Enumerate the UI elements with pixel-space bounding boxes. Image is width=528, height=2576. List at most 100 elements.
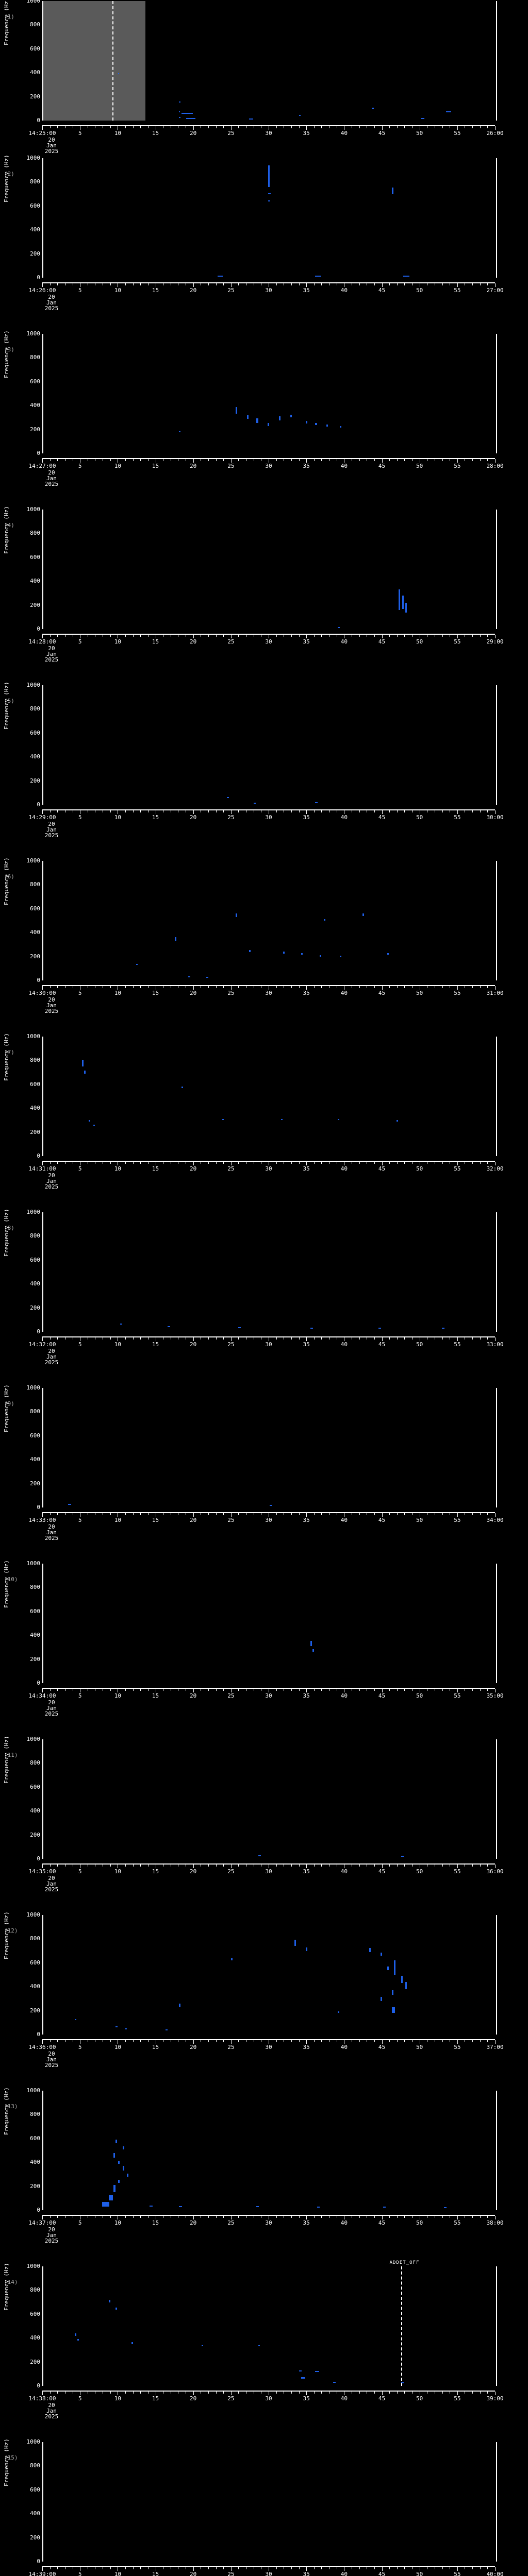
x-tick-label: 35	[303, 814, 310, 821]
x-tick	[125, 2040, 126, 2042]
x-tick	[397, 1513, 398, 1515]
y-tick-label: 800	[30, 1408, 40, 1415]
y-tick	[42, 2356, 43, 2357]
x-tick	[238, 2392, 239, 2394]
y-tick-label: 1000	[26, 2438, 41, 2445]
y-tick	[496, 405, 497, 406]
x-tick-label: 55	[454, 1868, 461, 1875]
x-tick-label: 55	[454, 1341, 461, 1348]
x-tick	[125, 459, 126, 461]
detection-mark	[315, 2371, 319, 2372]
detection-mark	[306, 421, 308, 423]
y-tick	[496, 164, 497, 165]
x-axis	[42, 985, 496, 990]
x-tick-label: 20	[190, 287, 197, 294]
y-tick	[42, 2326, 43, 2327]
detection-mark	[127, 2174, 129, 2177]
x-tick	[57, 1865, 58, 1867]
x-tick	[230, 1337, 232, 1341]
y-tick	[42, 1066, 43, 1067]
x-tick	[223, 1337, 224, 1340]
y-tick	[496, 685, 497, 686]
x-axis-labels: 14:26:00 5 10 15 20 25 30 35 40 45 50 55 27:00	[0, 287, 528, 294]
detection-mark	[231, 1958, 233, 1961]
x-tick	[374, 1337, 375, 1340]
detection-mark	[77, 2339, 79, 2341]
detection-mark	[179, 431, 181, 433]
x-tick-label: 10	[114, 1341, 121, 1348]
plot-area	[42, 2442, 497, 2562]
x-tick	[276, 1162, 277, 1164]
x-tick	[487, 1865, 488, 1867]
y-tick	[42, 721, 43, 722]
y-tick-label: 600	[30, 1959, 40, 1966]
y-tick-label: 0	[37, 450, 40, 456]
x-tick	[223, 2392, 224, 2394]
y-axis-labels: 0 200 400 600 800 1000	[0, 1912, 42, 2037]
x-tick	[359, 1689, 360, 1691]
y-tick	[42, 254, 43, 255]
x-tick	[57, 986, 58, 988]
x-tick-label: 14:28:00	[28, 638, 56, 645]
y-tick-label: 800	[30, 2111, 40, 2118]
y-tick	[42, 2266, 43, 2267]
y-tick	[42, 447, 43, 448]
x-tick	[480, 2216, 481, 2218]
x-tick	[442, 2392, 443, 2394]
detection-mark	[319, 955, 321, 957]
panel-number: (12)	[4, 1927, 18, 1934]
x-tick	[389, 2040, 390, 2042]
panel-number: (10)	[4, 1576, 18, 1583]
detection-mark	[268, 200, 271, 201]
detection-mark	[421, 118, 425, 120]
y-tick	[42, 533, 43, 534]
x-tick	[216, 635, 217, 637]
date-line: 2025	[44, 1183, 59, 1190]
y-tick	[496, 188, 497, 189]
y-tick	[496, 2344, 497, 2345]
x-tick	[457, 1337, 458, 1341]
x-tick-label: 55	[454, 990, 461, 996]
detection-mark	[268, 193, 271, 194]
x-tick	[291, 2567, 292, 2569]
date-line: 2025	[44, 481, 59, 487]
x-tick	[291, 1162, 292, 1164]
y-axis-labels: 0 200 400 600 800 1000	[0, 0, 42, 123]
x-tick	[397, 1337, 398, 1340]
y-tick	[42, 2144, 43, 2145]
y-tick-label: 200	[30, 2358, 40, 2365]
x-tick	[472, 283, 473, 285]
detection-mark	[179, 2003, 181, 2007]
x-tick-label: 14:27:00	[28, 463, 56, 469]
x-tick-label: 55	[454, 2395, 461, 2402]
y-tick	[42, 781, 43, 782]
x-tick	[230, 1513, 232, 1517]
y-tick	[496, 781, 497, 782]
y-tick	[496, 1090, 497, 1091]
x-tick-label: 25	[227, 990, 235, 996]
y-tick-label: 800	[30, 2462, 40, 2469]
x-tick	[404, 283, 405, 285]
detection-mark	[405, 1981, 407, 1989]
detection-mark	[258, 2345, 260, 2347]
panel-10: (10) Frequency (Hz) 0 200 400 600 800 1000 14:34…	[0, 1560, 528, 1738]
x-tick-label: 20	[190, 2219, 197, 2226]
detection-mark	[394, 1960, 396, 1975]
x-tick	[487, 1513, 488, 1515]
x-tick	[472, 459, 473, 461]
x-tick	[321, 2216, 322, 2218]
x-tick-label: 40	[340, 463, 348, 469]
plot-area	[42, 2266, 497, 2386]
y-tick	[42, 176, 43, 177]
y-tick	[496, 1066, 497, 1067]
x-tick	[487, 1337, 488, 1340]
y-tick	[496, 1653, 497, 1654]
x-tick-label: 30	[265, 638, 272, 645]
x-tick	[359, 2567, 360, 2569]
y-tick	[42, 2204, 43, 2205]
panel-3: (3) Frequency (Hz) 0 200 400 600 800 1000 14:27:…	[0, 330, 528, 509]
x-tick	[276, 459, 277, 461]
y-tick	[496, 1084, 497, 1085]
detection-mark	[256, 418, 258, 423]
y-tick-label: 400	[30, 1456, 40, 1463]
